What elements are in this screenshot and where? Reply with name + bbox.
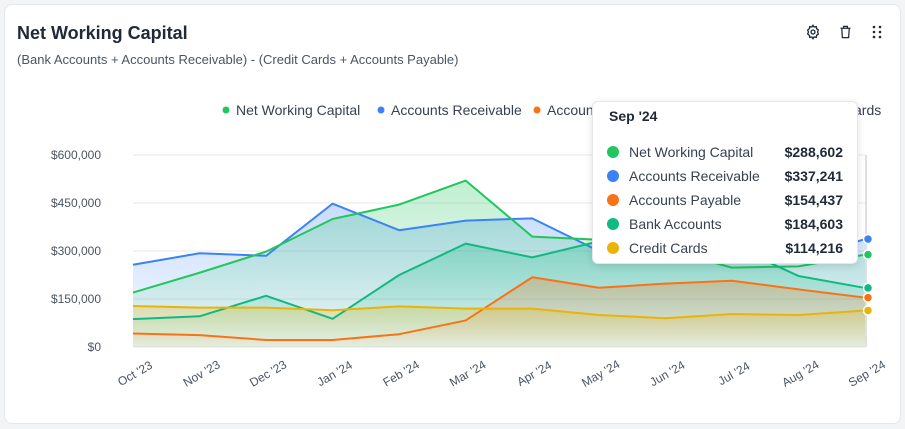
y-tick-label: $150,000 [51, 292, 101, 306]
legend-marker [533, 106, 541, 114]
vertical-dots-icon[interactable] [868, 23, 886, 41]
series-dot-icon [607, 194, 619, 206]
x-tick-label: Dec '23 [247, 357, 289, 389]
series-dot-icon [607, 218, 619, 230]
x-tick-label: Mar '24 [447, 357, 489, 389]
chart-tooltip: Sep '24 Net Working Capital $288,602 Acc… [592, 101, 858, 264]
x-tick-label: Aug '24 [779, 357, 821, 389]
tooltip-value: $184,603 [784, 216, 843, 232]
tooltip-value: $288,602 [784, 144, 843, 160]
card-title: Net Working Capital [17, 23, 188, 43]
gear-icon[interactable] [804, 23, 822, 41]
x-tick-label: Nov '23 [181, 357, 223, 389]
y-tick-label: $0 [88, 340, 102, 354]
x-tick-label: Jul '24 [716, 359, 753, 388]
series-line [132, 276, 866, 341]
tooltip-row: Net Working Capital $288,602 [607, 142, 843, 162]
active-point [862, 233, 874, 245]
series-dot-icon [607, 146, 619, 158]
x-tick-label: Apr '24 [514, 358, 554, 389]
tooltip-row: Bank Accounts $184,603 [607, 214, 843, 234]
area-chart: $0 $150,000 $300,000 $450,000 $600,000 Oct '2… [51, 102, 888, 390]
chart-card: $0 $150,000 $300,000 $450,000 $600,000 Oct '2… [4, 4, 901, 424]
x-tick-label: Jan '24 [315, 358, 355, 389]
x-tick-label: Sep '24 [846, 357, 888, 389]
y-tick-label: $600,000 [51, 148, 101, 162]
tooltip-row: Accounts Payable $154,437 [607, 190, 843, 210]
tooltip-value: $154,437 [784, 192, 843, 208]
y-tick-label: $450,000 [51, 196, 101, 210]
tooltip-label: Bank Accounts [629, 216, 722, 232]
tooltip-row: Credit Cards $114,216 [607, 238, 843, 258]
tooltip-label: Accounts Payable [629, 192, 742, 208]
legend-label: Accoun [547, 102, 594, 118]
card-toolbar [804, 23, 886, 41]
active-point [862, 305, 874, 316]
tooltip-value: $114,216 [785, 240, 843, 256]
x-tick-label: Feb '24 [381, 357, 423, 389]
series-area [133, 306, 865, 347]
trash-icon[interactable] [836, 23, 854, 41]
active-point [862, 282, 874, 294]
series-line [132, 305, 866, 320]
tooltip-label: Credit Cards [629, 240, 708, 256]
x-tick-label: May '24 [579, 357, 622, 390]
x-tick-label: Jun '24 [647, 358, 687, 389]
active-point [862, 249, 874, 260]
legend-label: Accounts Receivable [391, 102, 522, 118]
legend-label: ards [854, 102, 881, 118]
legend-label: Net Working Capital [236, 102, 360, 118]
tooltip-label: Accounts Receivable [629, 168, 760, 184]
legend-marker [377, 106, 385, 114]
x-tick-label: Oct '23 [115, 358, 155, 389]
active-point [862, 292, 874, 303]
card-subtitle: (Bank Accounts + Accounts Receivable) - … [17, 52, 459, 67]
series-line [132, 179, 866, 294]
tooltip-row: Accounts Receivable $337,241 [607, 166, 843, 186]
tooltip-title: Sep '24 [609, 108, 658, 124]
tooltip-value: $337,241 [784, 168, 843, 184]
series-dot-icon [607, 170, 619, 182]
tooltip-label: Net Working Capital [629, 144, 754, 160]
y-tick-label: $300,000 [51, 244, 101, 258]
legend-marker [222, 106, 230, 114]
series-dot-icon [607, 242, 619, 254]
